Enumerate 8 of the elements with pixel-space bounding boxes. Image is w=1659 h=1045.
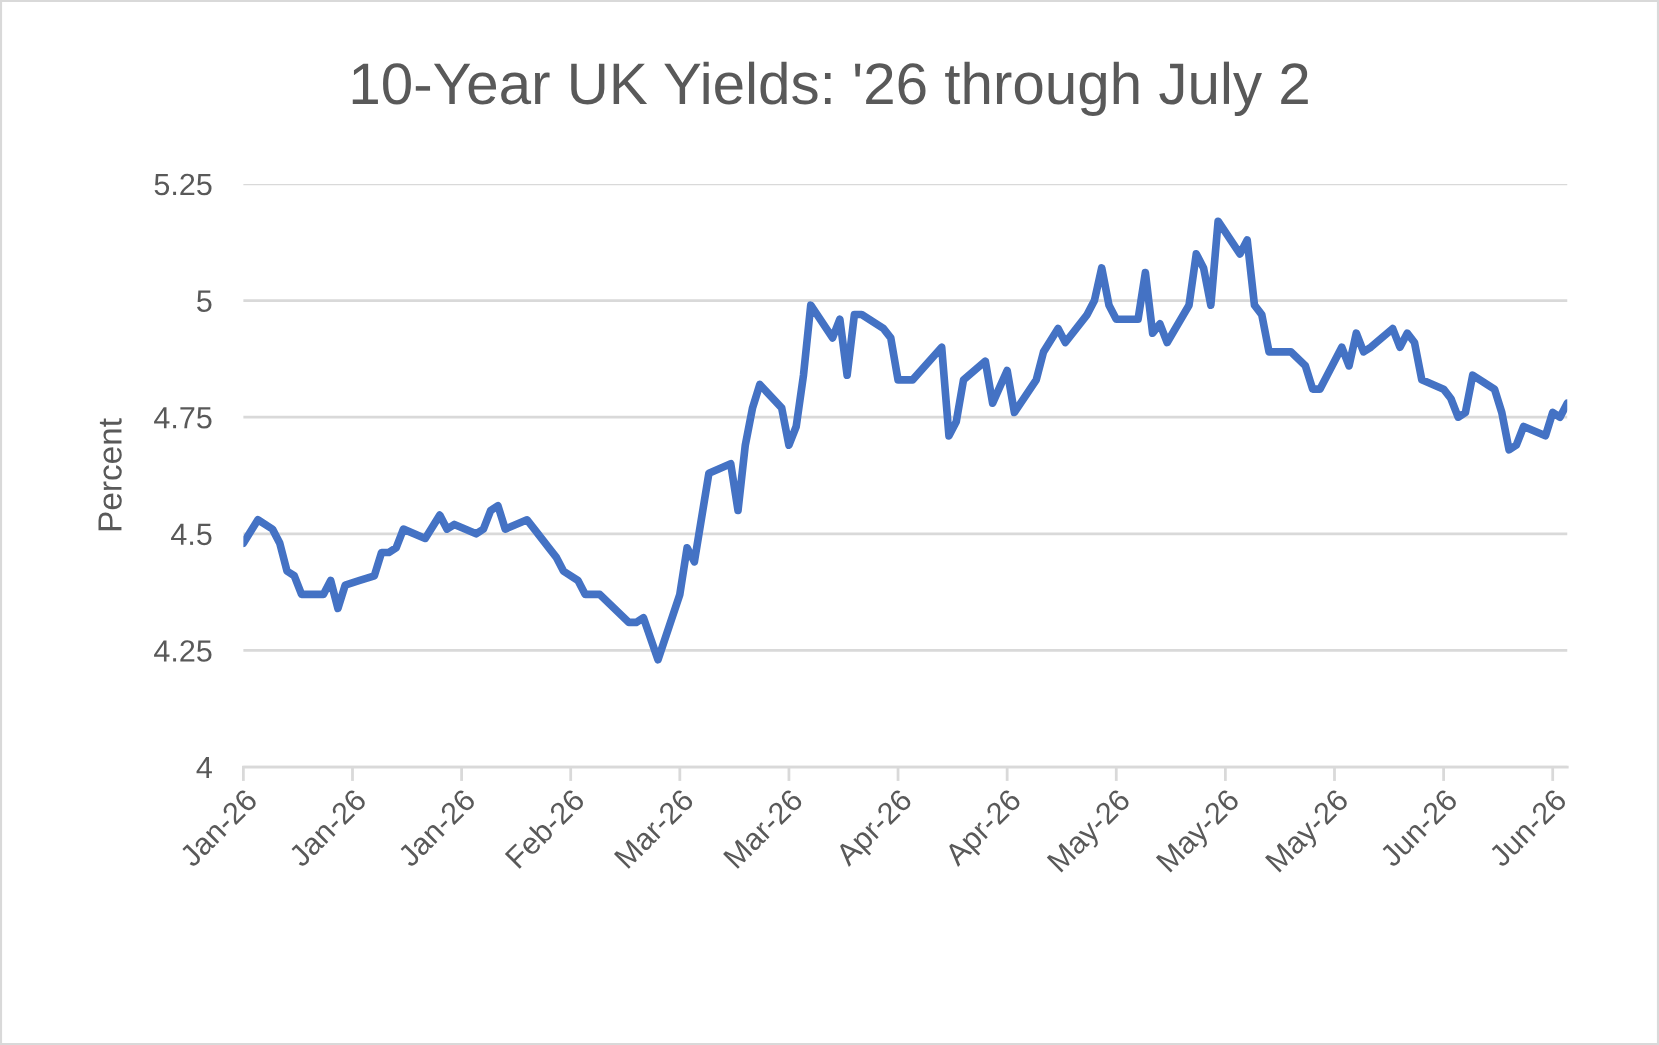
chart-title: 10-Year UK Yields: '26 through July 2 <box>352 61 1308 117</box>
y-tick-label: 5.25 <box>154 173 212 196</box>
y-tick-label: 4.5 <box>171 523 212 546</box>
y-axis-title: Percent <box>98 418 122 531</box>
y-tick-label: 4.75 <box>154 407 212 429</box>
y-tick-label: 4.25 <box>154 640 212 662</box>
y-tick-label: 5 <box>197 290 212 312</box>
y-tick-label: 4 <box>196 757 212 779</box>
